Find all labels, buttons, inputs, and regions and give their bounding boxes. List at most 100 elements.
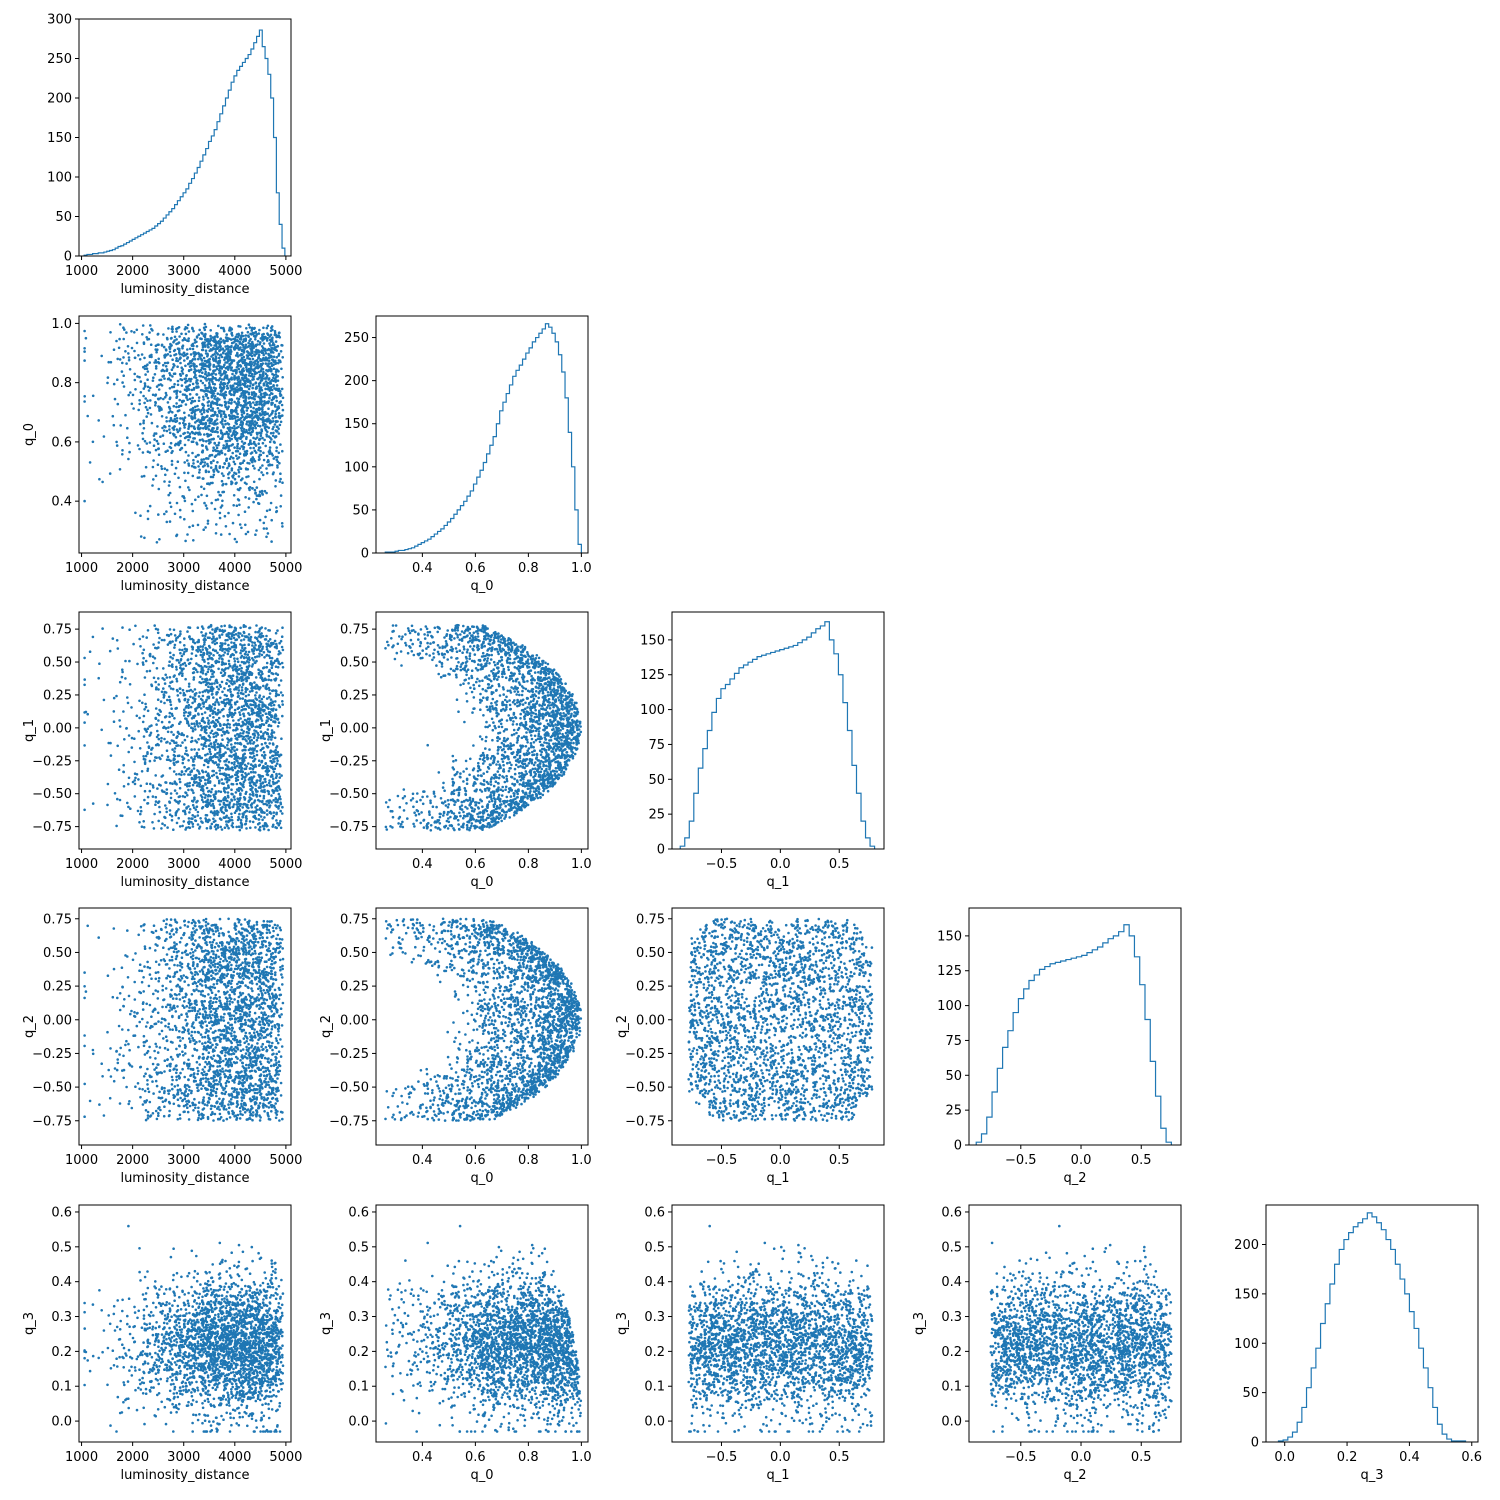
scatter-point — [242, 355, 246, 359]
scatter-point — [177, 341, 181, 344]
scatter-point — [279, 350, 283, 353]
scatter-point — [215, 637, 219, 640]
histogram-step-q_1 — [679, 621, 876, 849]
scatter-point — [116, 402, 120, 406]
scatter-point — [249, 459, 253, 462]
scatter-point — [249, 405, 253, 409]
scatter-point — [204, 634, 207, 637]
scatter-point — [187, 369, 191, 372]
scatter-point — [200, 331, 203, 335]
scatter-point — [270, 656, 274, 660]
scatter-point — [164, 726, 168, 730]
scatter-point — [278, 480, 282, 483]
scatter-point — [240, 709, 243, 712]
x-tick-label: 0.0 — [1071, 1153, 1092, 1168]
scatter-point — [235, 454, 238, 458]
scatter-point — [239, 359, 243, 362]
scatter-point — [276, 725, 280, 728]
scatter-point — [209, 460, 213, 464]
scatter-point — [203, 335, 207, 339]
scatter-point — [186, 471, 190, 475]
scatter-point — [124, 350, 127, 353]
scatter-point — [226, 791, 230, 794]
scatter-point — [256, 639, 260, 643]
y-tick-label: 300 — [47, 13, 72, 28]
scatter-point — [175, 736, 178, 739]
scatter-point — [245, 679, 248, 683]
scatter-points — [83, 623, 285, 832]
scatter-point — [261, 416, 265, 419]
scatter-point — [191, 814, 194, 817]
scatter-point — [272, 457, 276, 460]
scatter-point — [259, 364, 263, 368]
scatter-point — [190, 411, 194, 415]
scatter-point — [217, 435, 220, 438]
scatter-point — [167, 695, 171, 699]
scatter-point — [214, 387, 218, 390]
scatter-point — [233, 400, 236, 404]
scatter-point — [247, 737, 250, 740]
scatter-point — [186, 784, 189, 788]
scatter-point — [243, 652, 247, 656]
scatter-point — [193, 798, 196, 801]
scatter-point — [277, 721, 281, 724]
scatter-point — [209, 329, 212, 332]
scatter-point — [245, 475, 248, 479]
scatter-point — [237, 735, 241, 739]
scatter-point — [264, 731, 267, 734]
scatter-point — [280, 403, 284, 407]
scatter-point — [246, 688, 249, 691]
scatter-point — [195, 800, 198, 804]
scatter-point — [258, 490, 262, 494]
scatter-point — [229, 358, 233, 362]
scatter-point — [258, 763, 262, 767]
scatter-point — [274, 776, 278, 779]
scatter-point — [204, 813, 208, 817]
scatter-point — [258, 726, 262, 729]
scatter-point — [251, 732, 255, 736]
scatter-point — [258, 431, 261, 435]
scatter-point — [207, 668, 210, 671]
scatter-point — [224, 345, 227, 348]
scatter-point — [183, 461, 186, 464]
scatter-point — [146, 517, 150, 521]
scatter-point — [221, 490, 224, 494]
y-tick-label: 50 — [945, 1069, 962, 1084]
scatter-point — [239, 395, 242, 398]
scatter-point — [250, 333, 253, 336]
scatter-point — [180, 446, 184, 450]
scatter-point — [254, 451, 258, 454]
scatter-point — [267, 352, 270, 356]
scatter-point — [211, 422, 214, 425]
scatter-point — [244, 690, 247, 694]
scatter-point — [220, 367, 224, 370]
scatter-point — [251, 357, 255, 361]
x-tick-label: 1.0 — [571, 561, 592, 576]
scatter-point — [234, 408, 237, 412]
scatter-point — [259, 453, 263, 457]
scatter-point — [160, 690, 164, 694]
scatter-point — [215, 678, 218, 682]
scatter-point — [272, 351, 275, 354]
scatter-point — [240, 435, 243, 439]
scatter-point — [181, 417, 184, 420]
scatter-point — [138, 716, 141, 720]
scatter-point — [232, 636, 236, 640]
scatter-point — [118, 798, 122, 802]
scatter-point — [266, 719, 269, 723]
scatter-point — [122, 710, 125, 713]
scatter-point — [156, 333, 160, 336]
y-tick-label: 100 — [47, 171, 72, 186]
scatter-point — [249, 446, 252, 450]
scatter-point — [101, 480, 104, 484]
scatter-point — [168, 813, 172, 816]
y-tick-label: 50 — [648, 773, 665, 788]
scatter-point — [193, 353, 197, 357]
scatter-point — [234, 343, 238, 346]
scatter-point — [224, 422, 227, 426]
scatter-point — [226, 743, 229, 747]
scatter-point — [246, 742, 250, 745]
scatter-point — [229, 348, 232, 352]
scatter-point — [255, 529, 258, 532]
x-tick-label: 1000 — [65, 561, 98, 576]
